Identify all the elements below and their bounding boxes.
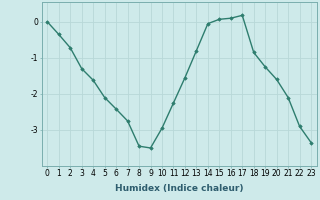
X-axis label: Humidex (Indice chaleur): Humidex (Indice chaleur) (115, 184, 244, 193)
